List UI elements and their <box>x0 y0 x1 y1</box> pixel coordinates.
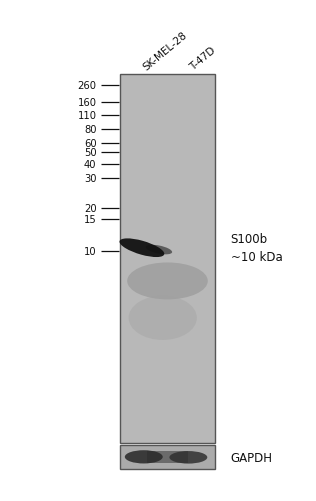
Text: ~10 kDa: ~10 kDa <box>231 251 283 264</box>
Text: 10: 10 <box>84 247 96 257</box>
Ellipse shape <box>146 245 172 255</box>
Text: GAPDH: GAPDH <box>231 451 273 464</box>
Text: 260: 260 <box>77 81 96 91</box>
Text: 20: 20 <box>84 203 96 213</box>
Text: 50: 50 <box>84 147 96 157</box>
Ellipse shape <box>127 263 208 300</box>
Text: 30: 30 <box>84 174 96 184</box>
Text: 110: 110 <box>77 111 96 121</box>
Text: 160: 160 <box>77 98 96 108</box>
FancyBboxPatch shape <box>147 451 188 463</box>
Ellipse shape <box>129 296 197 340</box>
Text: 60: 60 <box>84 139 96 149</box>
Text: 40: 40 <box>84 160 96 170</box>
Ellipse shape <box>125 450 163 463</box>
FancyBboxPatch shape <box>120 445 215 469</box>
Text: 80: 80 <box>84 125 96 135</box>
Ellipse shape <box>119 239 164 258</box>
Ellipse shape <box>169 451 207 463</box>
Text: T-47D: T-47D <box>188 46 218 73</box>
FancyBboxPatch shape <box>120 75 215 443</box>
Text: 15: 15 <box>84 214 96 224</box>
Text: SK-MEL-28: SK-MEL-28 <box>141 31 189 73</box>
Text: S100b: S100b <box>231 232 268 245</box>
